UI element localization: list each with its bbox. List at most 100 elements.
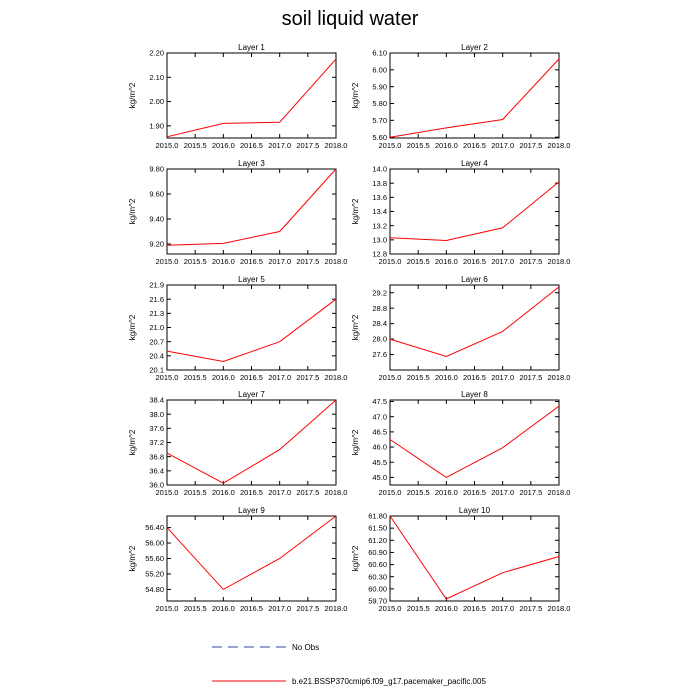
x-tick-label: 2015.0 [156, 488, 179, 497]
figure-title: soil liquid water [281, 8, 419, 30]
y-tick-label: 38.4 [149, 396, 164, 405]
series-line [166, 58, 337, 138]
x-tick-label: 2017.0 [268, 257, 291, 266]
x-tick-label: 2015.5 [184, 257, 207, 266]
panel-layer-8: Layer 8 kg/m^2 2015.0 2015.5 2016.0 2016.5 201… [351, 390, 570, 497]
x-tick-label: 2015.5 [407, 488, 430, 497]
legend-obs: No Obs [212, 642, 319, 652]
y-tick-label: 60.30 [368, 572, 387, 581]
y-tick-label: 5.70 [372, 116, 387, 125]
y-tick-label: 36.8 [149, 452, 164, 461]
x-tick-label: 2016.5 [240, 488, 263, 497]
plot-frame [389, 52, 560, 139]
x-tick-label: 2017.0 [268, 604, 291, 613]
x-tick-label: 2018.0 [325, 373, 348, 382]
x-tick-label: 2015.5 [184, 488, 207, 497]
y-axis-label: kg/m^2 [351, 429, 360, 455]
y-tick-label: 20.7 [149, 337, 164, 346]
x-tick-label: 2016.5 [240, 141, 263, 150]
x-tick-label: 2017.0 [268, 373, 291, 382]
x-tick-label: 2017.5 [296, 141, 319, 150]
series-line [389, 515, 560, 600]
x-tick-label: 2018.0 [548, 488, 571, 497]
x-tick-label: 2017.5 [519, 488, 542, 497]
y-tick-label: 55.20 [145, 570, 164, 579]
y-tick-label: 54.80 [145, 585, 164, 594]
x-tick-label: 2016.0 [435, 604, 458, 613]
panel-title: Layer 4 [461, 159, 488, 168]
y-axis-label: kg/m^2 [351, 82, 360, 108]
y-tick-label: 28.0 [372, 335, 387, 344]
panel-title: Layer 5 [238, 275, 265, 284]
x-tick-label: 2015.0 [379, 373, 402, 382]
y-axis-label: kg/m^2 [351, 545, 360, 571]
x-tick-label: 2018.0 [548, 257, 571, 266]
y-tick-label: 5.90 [372, 82, 387, 91]
x-tick-label: 2015.0 [379, 604, 402, 613]
x-tick-label: 2018.0 [325, 141, 348, 150]
x-tick-label: 2017.5 [296, 604, 319, 613]
x-tick-label: 2015.0 [379, 257, 402, 266]
panel-layer-6: Layer 6 kg/m^2 2015.0 2015.5 2016.0 2016.5 201… [351, 275, 570, 382]
x-tick-label: 2018.0 [325, 488, 348, 497]
y-tick-label: 36.0 [149, 481, 164, 490]
y-tick-label: 13.8 [372, 179, 387, 188]
x-tick-label: 2016.0 [212, 141, 235, 150]
y-tick-label: 46.0 [372, 443, 387, 452]
y-tick-label: 29.2 [372, 288, 387, 297]
y-tick-label: 55.60 [145, 554, 164, 563]
y-tick-label: 60.60 [368, 560, 387, 569]
panel-title: Layer 1 [238, 43, 265, 52]
y-tick-label: 37.2 [149, 438, 164, 447]
y-tick-label: 61.80 [368, 512, 387, 521]
x-tick-label: 2017.5 [519, 373, 542, 382]
x-tick-label: 2018.0 [548, 373, 571, 382]
x-tick-label: 2015.5 [407, 141, 430, 150]
plot-frame [166, 399, 337, 486]
y-tick-label: 2.20 [149, 49, 164, 58]
y-tick-label: 6.10 [372, 49, 387, 58]
x-tick-label: 2015.5 [407, 257, 430, 266]
x-tick-label: 2017.5 [296, 257, 319, 266]
x-tick-label: 2017.0 [268, 141, 291, 150]
x-tick-label: 2015.5 [407, 373, 430, 382]
panel-layer-10: Layer 10 kg/m^2 2015.0 2015.5 2016.0 2016.5 20… [351, 506, 570, 613]
x-tick-label: 2018.0 [548, 141, 571, 150]
x-tick-label: 2015.0 [379, 488, 402, 497]
y-tick-label: 21.0 [149, 323, 164, 332]
y-tick-label: 13.6 [372, 193, 387, 202]
plot-frame [389, 515, 560, 602]
x-tick-label: 2015.0 [156, 604, 179, 613]
plot-frame [166, 284, 337, 371]
x-tick-label: 2016.5 [463, 373, 486, 382]
x-tick-label: 2016.0 [212, 257, 235, 266]
y-tick-label: 47.5 [372, 397, 387, 406]
x-tick-label: 2017.5 [519, 257, 542, 266]
y-tick-label: 5.80 [372, 99, 387, 108]
y-tick-label: 61.50 [368, 524, 387, 533]
x-tick-label: 2017.5 [296, 373, 319, 382]
y-tick-label: 56.40 [145, 523, 164, 532]
y-tick-label: 47.0 [372, 412, 387, 421]
y-tick-label: 45.0 [372, 473, 387, 482]
legend-obs-label: No Obs [292, 642, 320, 652]
x-tick-label: 2016.5 [463, 488, 486, 497]
series-line [389, 58, 560, 138]
x-tick-label: 2017.0 [491, 488, 514, 497]
legend-obs-swatch [212, 646, 286, 648]
x-tick-label: 2018.0 [325, 604, 348, 613]
plot-frame [166, 52, 337, 139]
panel-layer-1: Layer 1 kg/m^2 2015.0 2015.5 2016.0 2016.5 201… [128, 43, 347, 150]
panel-title: Layer 2 [461, 43, 488, 52]
series-line [166, 168, 337, 246]
panel-layer-5: Layer 5 kg/m^2 2015.0 2015.5 2016.0 2016.5 201… [128, 275, 347, 382]
y-tick-label: 5.60 [372, 133, 387, 142]
x-tick-label: 2016.5 [240, 604, 263, 613]
y-tick-label: 13.4 [372, 207, 387, 216]
y-axis-label: kg/m^2 [351, 198, 360, 224]
y-tick-label: 14.0 [372, 165, 387, 174]
plot-frame [166, 168, 337, 255]
x-tick-label: 2018.0 [325, 257, 348, 266]
x-tick-label: 2016.5 [463, 604, 486, 613]
